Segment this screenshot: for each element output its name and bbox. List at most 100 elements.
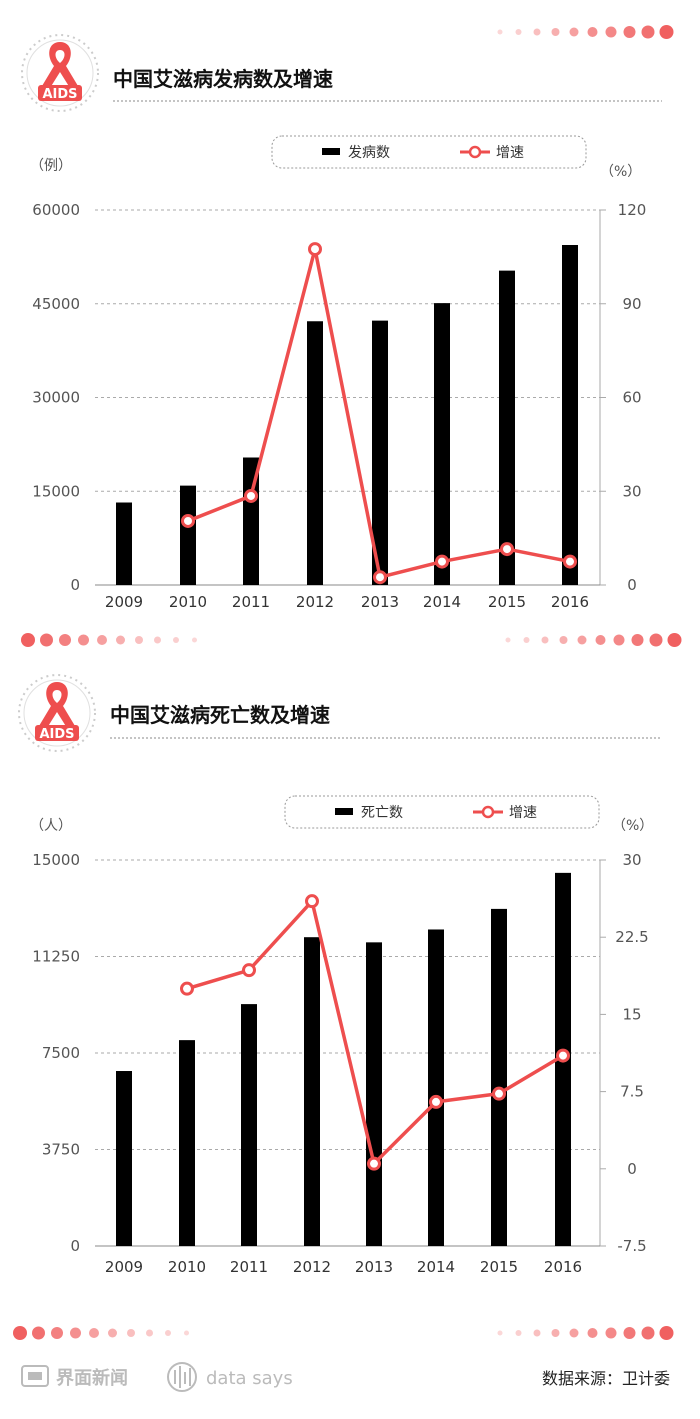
- y-left-tick-label: 15000: [32, 851, 80, 869]
- bar: [241, 1004, 257, 1246]
- ribbon-icon: [42, 42, 78, 88]
- legend-marker: [481, 805, 495, 819]
- data-says-icon: [167, 1362, 197, 1392]
- badge-text: AIDS: [42, 87, 77, 102]
- x-tick-label: 2010: [168, 1258, 206, 1276]
- y-right-tick-label: 30: [622, 851, 641, 869]
- decor-dot: [659, 1326, 674, 1340]
- x-tick-label: 2013: [361, 593, 399, 611]
- decor-dot: [108, 1328, 117, 1338]
- growth-point: [500, 542, 514, 557]
- bar: [562, 245, 578, 585]
- decor-dot: [659, 25, 674, 39]
- chart-2-plot: 0 3750 7500 11250 15000 -7.5 0 7.5 15 22.5 30 2009 2…: [32, 851, 648, 1276]
- x-tick-label: 2009: [105, 1258, 143, 1276]
- chart-title: 中国艾滋病死亡数及增速: [110, 703, 330, 727]
- growth-point: [367, 1156, 381, 1171]
- decor-dot: [116, 635, 125, 645]
- x-tick-label: 2010: [169, 593, 207, 611]
- badge-band: [38, 85, 82, 101]
- y-left-tick-label: 7500: [42, 1044, 80, 1062]
- x-tick-label: 2013: [355, 1258, 393, 1276]
- legend-bar-label: 发病数: [348, 145, 390, 161]
- decor-dot: [515, 29, 522, 35]
- bar: [434, 303, 450, 585]
- decor-dot: [605, 1327, 617, 1339]
- decor-dots-bottom: [13, 1326, 674, 1340]
- growth-point: [180, 981, 194, 996]
- right-axis-unit: （%）: [612, 818, 653, 834]
- y-left-tick-label: 3750: [42, 1141, 80, 1159]
- legend-bar-swatch: [335, 808, 353, 815]
- decor-dot: [641, 1326, 655, 1340]
- decor-dot: [497, 1330, 503, 1336]
- left-axis-unit: （人）: [30, 818, 72, 834]
- decor-dot: [89, 1328, 99, 1338]
- y-right-tick-label: 30: [622, 482, 641, 500]
- y-left-tick-label: 11250: [32, 948, 80, 966]
- y-right-tick-label: -7.5: [617, 1237, 646, 1255]
- brand-2: data says: [206, 1368, 293, 1389]
- jiemian-logo-icon: [21, 1365, 49, 1387]
- decor-dot: [649, 633, 663, 647]
- x-tick-label: 2011: [230, 1258, 268, 1276]
- growth-point: [244, 488, 258, 503]
- x-tick-label: 2011: [232, 593, 270, 611]
- y-right-tick-label: 60: [622, 389, 641, 407]
- bar: [116, 502, 132, 585]
- y-left-tick-label: 15000: [32, 482, 80, 500]
- aids-badge-2: AIDS: [18, 674, 96, 752]
- growth-point: [492, 1086, 506, 1101]
- decor-dot: [505, 637, 511, 643]
- y-left-tick-label: 0: [70, 1237, 80, 1255]
- bar: [180, 485, 196, 585]
- decor-dot: [70, 1327, 81, 1339]
- decor-dot: [40, 633, 53, 647]
- chart2-header: AIDS 中国艾滋病死亡数及增速: [18, 674, 660, 752]
- y-right-tick-label: 90: [622, 295, 641, 313]
- decor-dot: [51, 1327, 63, 1339]
- bar: [307, 321, 323, 585]
- y-left-tick-label: 0: [70, 576, 80, 594]
- decor-dot: [533, 1329, 541, 1337]
- growth-point: [308, 242, 322, 257]
- x-tick-label: 2015: [480, 1258, 518, 1276]
- left-axis-unit: （例）: [30, 158, 72, 174]
- y-left-tick-label: 45000: [32, 295, 80, 313]
- y-right-tick-label: 0: [627, 576, 637, 594]
- decor-dot: [577, 635, 587, 645]
- bar: [116, 1071, 132, 1246]
- legend-2: 死亡数 增速: [284, 795, 600, 829]
- decor-dot: [135, 636, 143, 644]
- legend-bar-swatch: [322, 148, 340, 155]
- legend-bar-label: 死亡数: [361, 805, 403, 821]
- decor-dot: [551, 28, 560, 36]
- chart1-header: AIDS 中国艾滋病发病数及增速: [21, 25, 674, 112]
- decor-dot: [146, 1329, 153, 1337]
- decor-dot: [533, 28, 541, 36]
- growth-point: [429, 1094, 443, 1109]
- y-right-tick-label: 22.5: [615, 928, 648, 946]
- badge-text: AIDS: [39, 727, 74, 742]
- x-tick-label: 2009: [105, 593, 143, 611]
- decor-dot: [497, 29, 503, 35]
- legend-line-label: 增速: [496, 145, 524, 161]
- growth-point: [556, 1048, 570, 1063]
- decor-dot: [97, 635, 107, 645]
- x-tick-label: 2016: [551, 593, 589, 611]
- decor-dot: [631, 634, 644, 646]
- decor-dot: [13, 1326, 27, 1340]
- decor-dot: [21, 633, 35, 647]
- decor-dot: [515, 1330, 522, 1336]
- decor-dot: [623, 1327, 636, 1339]
- legend-marker: [468, 145, 482, 159]
- legend-1: 发病数 增速: [271, 135, 587, 169]
- decor-dot: [605, 26, 617, 38]
- ribbon-icon: [39, 682, 75, 728]
- brand-name: 界面新闻: [56, 1367, 128, 1389]
- decor-dots-top: [497, 25, 674, 39]
- y-right-tick-label: 15: [622, 1005, 641, 1023]
- decor-dot: [32, 1326, 45, 1340]
- bar: [366, 942, 382, 1246]
